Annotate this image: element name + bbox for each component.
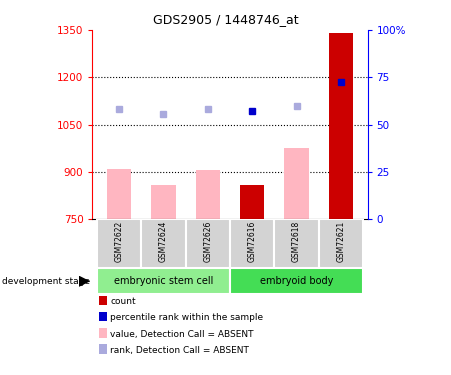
Text: GSM72621: GSM72621 — [336, 221, 345, 262]
Bar — [319, 219, 363, 268]
Text: GSM72616: GSM72616 — [248, 221, 257, 262]
Bar — [151, 184, 175, 219]
Text: development stage: development stage — [2, 277, 90, 286]
Bar — [97, 268, 230, 294]
Text: GSM72624: GSM72624 — [159, 221, 168, 262]
Text: rank, Detection Call = ABSENT: rank, Detection Call = ABSENT — [110, 346, 249, 355]
Bar — [285, 148, 309, 219]
Text: value, Detection Call = ABSENT: value, Detection Call = ABSENT — [110, 330, 254, 339]
Bar — [107, 169, 131, 219]
Bar — [329, 33, 353, 219]
Bar — [230, 268, 363, 294]
Text: GSM72626: GSM72626 — [203, 221, 212, 262]
Text: embryoid body: embryoid body — [260, 276, 333, 286]
Bar — [230, 219, 274, 268]
Text: embryonic stem cell: embryonic stem cell — [114, 276, 213, 286]
Polygon shape — [79, 276, 90, 287]
Text: percentile rank within the sample: percentile rank within the sample — [110, 314, 264, 322]
Bar — [240, 184, 264, 219]
Text: GSM72618: GSM72618 — [292, 221, 301, 262]
Bar — [196, 171, 220, 219]
Text: count: count — [110, 297, 136, 306]
Bar — [274, 219, 319, 268]
Bar — [186, 219, 230, 268]
Bar — [141, 219, 186, 268]
Bar — [97, 219, 141, 268]
Text: GSM72622: GSM72622 — [115, 221, 124, 262]
Text: GDS2905 / 1448746_at: GDS2905 / 1448746_at — [153, 13, 298, 26]
